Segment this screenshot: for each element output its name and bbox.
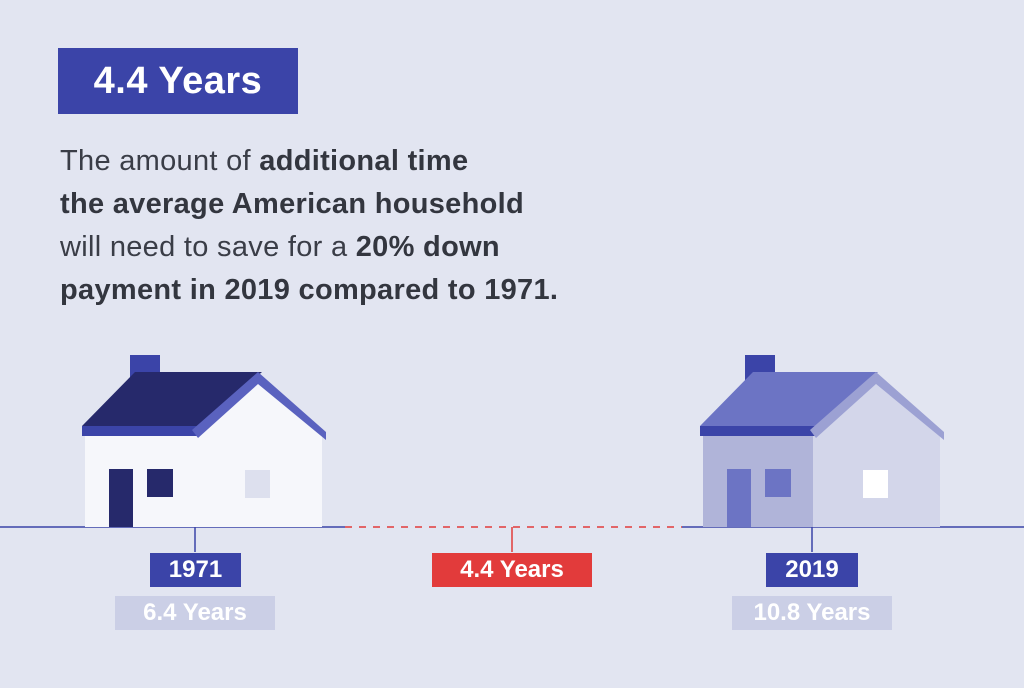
description-segment: The amount of	[60, 145, 260, 177]
description-emphasis: payment in 2019 compared to 1971.	[60, 274, 559, 306]
description-line: the average American household	[60, 183, 680, 226]
difference-label: 4.4 Years	[432, 553, 592, 587]
description-emphasis: the average American household	[60, 188, 525, 220]
description-emphasis: additional time	[259, 145, 469, 177]
description-line: The amount of additional time	[60, 140, 680, 183]
years-2019-label: 10.8 Years	[732, 596, 892, 630]
description-segment: will need to save for a	[60, 231, 356, 263]
years-1971-label: 6.4 Years	[115, 596, 275, 630]
house-1971-icon	[82, 355, 326, 527]
description-text: The amount of additional time the average…	[60, 140, 680, 312]
headline-badge: 4.4 Years	[58, 48, 298, 114]
description-line: will need to save for a 20% down	[60, 226, 680, 269]
house-2019-icon	[700, 355, 944, 527]
description-emphasis: 20% down	[355, 231, 500, 263]
year-1971-label: 1971	[150, 553, 241, 587]
description-line: payment in 2019 compared to 1971.	[60, 269, 680, 312]
year-2019-label: 2019	[766, 553, 858, 587]
